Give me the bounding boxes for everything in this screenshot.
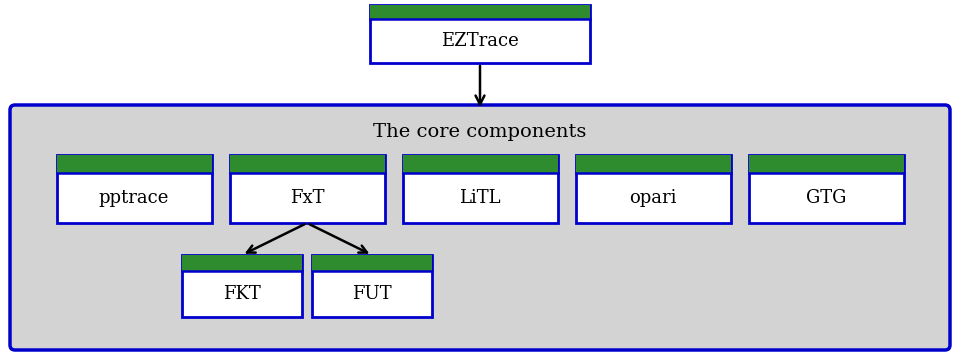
FancyBboxPatch shape: [312, 255, 432, 271]
Text: FKT: FKT: [223, 285, 261, 303]
Text: opari: opari: [629, 189, 677, 207]
Text: GTG: GTG: [805, 189, 846, 207]
Text: pptrace: pptrace: [99, 189, 169, 207]
FancyBboxPatch shape: [370, 5, 590, 63]
FancyBboxPatch shape: [229, 155, 385, 173]
FancyBboxPatch shape: [10, 105, 950, 350]
FancyBboxPatch shape: [57, 155, 211, 173]
FancyBboxPatch shape: [182, 255, 302, 317]
Text: FxT: FxT: [290, 189, 324, 207]
FancyBboxPatch shape: [57, 155, 211, 223]
FancyBboxPatch shape: [575, 155, 731, 173]
FancyBboxPatch shape: [749, 155, 903, 173]
Text: FUT: FUT: [352, 285, 392, 303]
Text: The core components: The core components: [373, 123, 587, 141]
FancyBboxPatch shape: [749, 155, 903, 223]
FancyBboxPatch shape: [402, 155, 558, 223]
FancyBboxPatch shape: [312, 255, 432, 317]
FancyBboxPatch shape: [370, 5, 590, 19]
FancyBboxPatch shape: [229, 155, 385, 223]
FancyBboxPatch shape: [575, 155, 731, 223]
FancyBboxPatch shape: [182, 255, 302, 271]
Text: EZTrace: EZTrace: [442, 32, 518, 50]
FancyBboxPatch shape: [402, 155, 558, 173]
Text: LiTL: LiTL: [459, 189, 501, 207]
